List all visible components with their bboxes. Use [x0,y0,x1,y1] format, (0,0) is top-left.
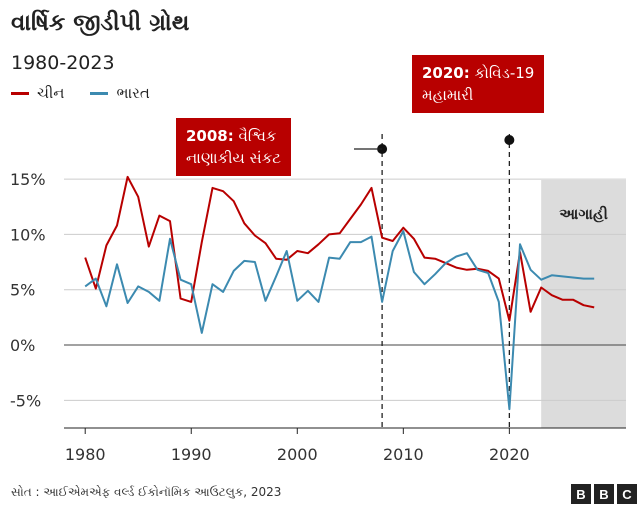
annotation-2020-line1: કોવિડ-19 [474,64,535,82]
series-points-india [85,231,595,410]
chart-title: વાર્ષિક જીડીપી ગ્રોથ [11,10,190,36]
legend-swatch-china [11,91,29,95]
annotation-2020-line2: મહામારી [422,86,474,104]
y-tick-label: 15% [10,170,46,189]
x-tick-label: 2020 [489,445,530,464]
x-tick-label: 1980 [65,445,106,464]
annotation-dot-2020 [504,135,515,145]
series-line-india [84,230,595,411]
annotation-2008-line2: નાણાકીય સંકટ [186,149,282,167]
series-points-china [85,176,595,321]
x-tick-label: 1990 [171,445,212,464]
bbc-logo-c: C [617,484,637,504]
legend: ચીન ભારત [11,84,176,102]
bbc-logo-b1: B [571,484,591,504]
annotation-2020-year: 2020: [422,64,470,82]
annotation-2020: 2020: કોવિડ-19 મહામારી [412,55,545,113]
y-tick-label: 0% [10,336,35,355]
bbc-logo: B B C [571,484,637,504]
annotation-2008: 2008: વૈશ્વિક નાણાકીય સંકટ [176,118,292,176]
chart-subtitle: 1980-2023 [11,52,115,74]
x-tick-label: 2010 [383,445,424,464]
forecast-region [541,180,626,428]
bbc-logo-b2: B [594,484,614,504]
annotation-2008-line1: વૈશ્વિક [238,127,277,145]
series-line-china [84,175,595,322]
y-tick-label: 5% [10,281,35,300]
source-note: સોત : આઈએમએફ વર્લ્ડ ઈકોનૉમિક આઉટલુક, 202… [11,485,282,499]
y-tick-label: -5% [10,391,41,410]
legend-item-china: ચીન [11,84,64,102]
legend-item-india: ભારત [90,84,150,102]
x-tick-label: 2000 [277,445,318,464]
legend-label-china: ચીન [37,84,65,102]
annotation-2008-year: 2008: [186,127,234,145]
forecast-label: આગાહી [559,205,608,223]
legend-label-india: ભારત [116,84,150,102]
y-tick-label: 10% [10,225,46,244]
legend-swatch-india [90,91,109,95]
